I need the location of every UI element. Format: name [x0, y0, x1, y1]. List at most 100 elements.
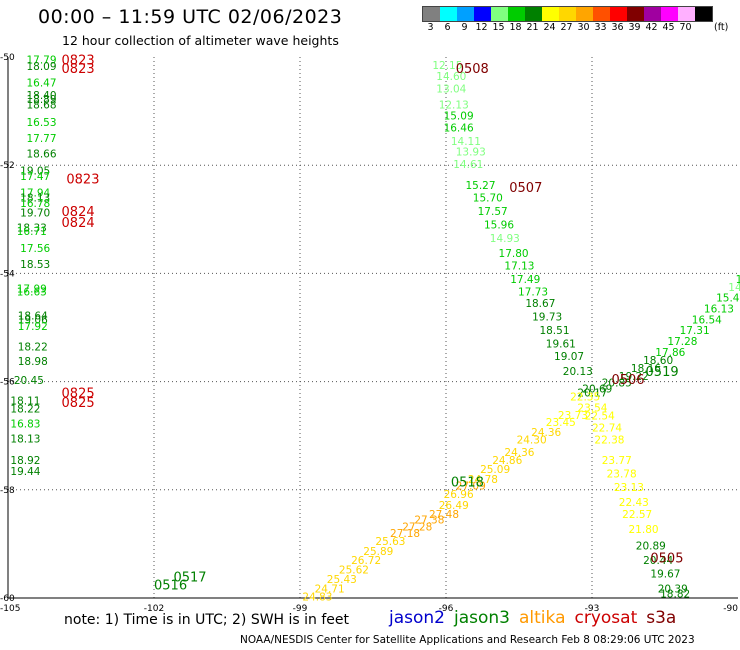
pass-time-label: 0824 — [62, 205, 95, 220]
color-scale-label: 36 — [611, 22, 624, 33]
swh-value-label: 17.77 — [26, 133, 56, 145]
pass-time-label: 0507 — [509, 181, 542, 196]
color-scale-label: 27 — [560, 22, 573, 33]
swh-value-label: 19.70 — [20, 207, 50, 219]
swh-value-label: 18.68 — [26, 100, 56, 112]
swh-value-label: 24.36 — [531, 427, 561, 439]
swh-value-label: 16.13 — [704, 304, 734, 316]
swh-value-label: 22.57 — [622, 509, 652, 521]
swh-value-label: 16.78 — [20, 198, 50, 210]
swh-value-label: 20.44 — [643, 555, 673, 567]
swh-value-label: 25.43 — [327, 574, 357, 586]
swh-value-label: 17.28 — [667, 336, 697, 348]
swh-value-label: 17.73 — [518, 286, 548, 298]
x-tick-label: -99 — [293, 604, 308, 614]
color-scale-label: 30 — [577, 22, 590, 33]
pass-time-label: 0823 — [62, 54, 95, 69]
swh-value-label: 24.30 — [517, 434, 547, 446]
swh-value-label: 16.47 — [26, 77, 56, 89]
chart-title: 00:00 – 11:59 UTC 02/06/2023 — [38, 6, 343, 28]
swh-value-label: 18.22 — [10, 404, 40, 416]
swh-value-label: 23.45 — [546, 417, 576, 429]
footer-credit: NOAA/NESDIS Center for Satellite Applica… — [240, 634, 695, 646]
color-scale-label: 3 — [427, 22, 434, 33]
pass-time-label: 0517 — [173, 570, 206, 585]
x-tick-label: -102 — [144, 604, 164, 614]
swh-value-label: 19.73 — [532, 312, 562, 324]
swh-value-label: 24.83 — [302, 591, 332, 603]
swh-value-label: 17.92 — [18, 321, 48, 333]
swh-value-label: 18.67 — [525, 298, 555, 310]
swh-value-label: 17.57 — [478, 206, 508, 218]
color-scale-swatch — [593, 7, 610, 21]
swh-value-label: 20.13 — [563, 366, 593, 378]
color-scale-label: 9 — [461, 22, 468, 33]
color-scale-swatch — [695, 7, 712, 21]
swh-value-label: 19.61 — [546, 339, 576, 351]
swh-value-label: 23.73 — [558, 410, 588, 422]
y-tick-label: -56 — [0, 378, 15, 388]
swh-value-label: 24.78 — [468, 474, 498, 486]
swh-value-label: 18.13 — [10, 433, 40, 445]
color-scale-swatch — [627, 7, 644, 21]
color-scale-swatch — [644, 7, 661, 21]
swh-value-label: 12.13 — [439, 100, 469, 112]
swh-value-label: 17.99 — [17, 284, 47, 296]
swh-value-label: 16.83 — [10, 418, 40, 430]
color-scale-label: 70 — [679, 22, 692, 33]
color-scale-label: 15 — [492, 22, 505, 33]
color-scale-legend — [422, 6, 713, 22]
color-scale-label: 6 — [444, 22, 451, 33]
swh-value-label: 17.31 — [680, 325, 710, 337]
color-scale-swatch — [457, 7, 474, 21]
swh-value-label: 16.71 — [17, 226, 47, 238]
swh-value-label: 20.39 — [658, 583, 688, 595]
color-scale-label: 24 — [543, 22, 556, 33]
chart-subtitle: 12 hour collection of altimeter wave hei… — [62, 33, 339, 48]
swh-value-label: 23.54 — [577, 403, 607, 415]
color-scale-swatch — [440, 7, 457, 21]
swh-value-label: 17.80 — [499, 248, 529, 260]
tick-labels: -105 -102 -99 -96 -93 -90 -50 -52 -54 -56 -58 -60 — [0, 53, 738, 614]
satellite-legend-cryosat: cryosat — [574, 608, 638, 628]
x-tick-label: -105 — [0, 604, 20, 614]
swh-value-label: 26.96 — [444, 489, 474, 501]
swh-value-label: 22.54 — [585, 411, 615, 423]
footer-note: note: 1) Time is in UTC; 2) SWH is in fe… — [64, 612, 350, 628]
swh-value-label: 27.18 — [390, 528, 420, 540]
pass-time-label: 0518 — [451, 476, 484, 491]
swh-value-label: 22.35 — [570, 392, 600, 404]
color-scale-label: 33 — [594, 22, 607, 33]
color-scale-unit: (ft) — [714, 22, 729, 33]
swh-value-label: 19.05 — [20, 166, 50, 178]
y-tick-label: -60 — [0, 594, 15, 604]
swh-value-label: 18.22 — [18, 341, 48, 353]
axis-frame — [7, 57, 738, 599]
satellite-legend-jason2: jason2 — [389, 608, 445, 628]
pass-time-label: 0824 — [62, 216, 95, 231]
swh-value-label: 26.49 — [439, 500, 469, 512]
swh-value-label: 14.11 — [451, 136, 481, 148]
color-scale-swatch — [610, 7, 627, 21]
swh-value-label: 25.09 — [480, 464, 510, 476]
swh-value-label: 23.77 — [602, 455, 632, 467]
grid — [8, 57, 738, 598]
swh-value-label: 27.48 — [429, 509, 459, 521]
swh-value-label: 14.61 — [453, 159, 483, 171]
color-scale-label: 18 — [509, 22, 522, 33]
swh-value-label: 22.74 — [592, 423, 622, 435]
swh-value-label: 17.49 — [510, 274, 540, 286]
swh-value-label: 15.05 — [736, 274, 740, 286]
color-scale-swatch — [542, 7, 559, 21]
color-scale-swatch — [423, 7, 440, 21]
swh-value-label: 17.47 — [20, 171, 50, 183]
color-scale-label: 21 — [526, 22, 539, 33]
swh-value-label: 14.93 — [490, 233, 520, 245]
swh-value-label: 23.78 — [607, 469, 637, 481]
swh-value-label: 18.66 — [26, 148, 56, 160]
x-tick-label: -96 — [439, 604, 454, 614]
swh-value-label: 19.06 — [18, 314, 48, 326]
swh-value-label: 19.67 — [650, 569, 680, 581]
swh-value-label: 20.69 — [582, 384, 612, 396]
